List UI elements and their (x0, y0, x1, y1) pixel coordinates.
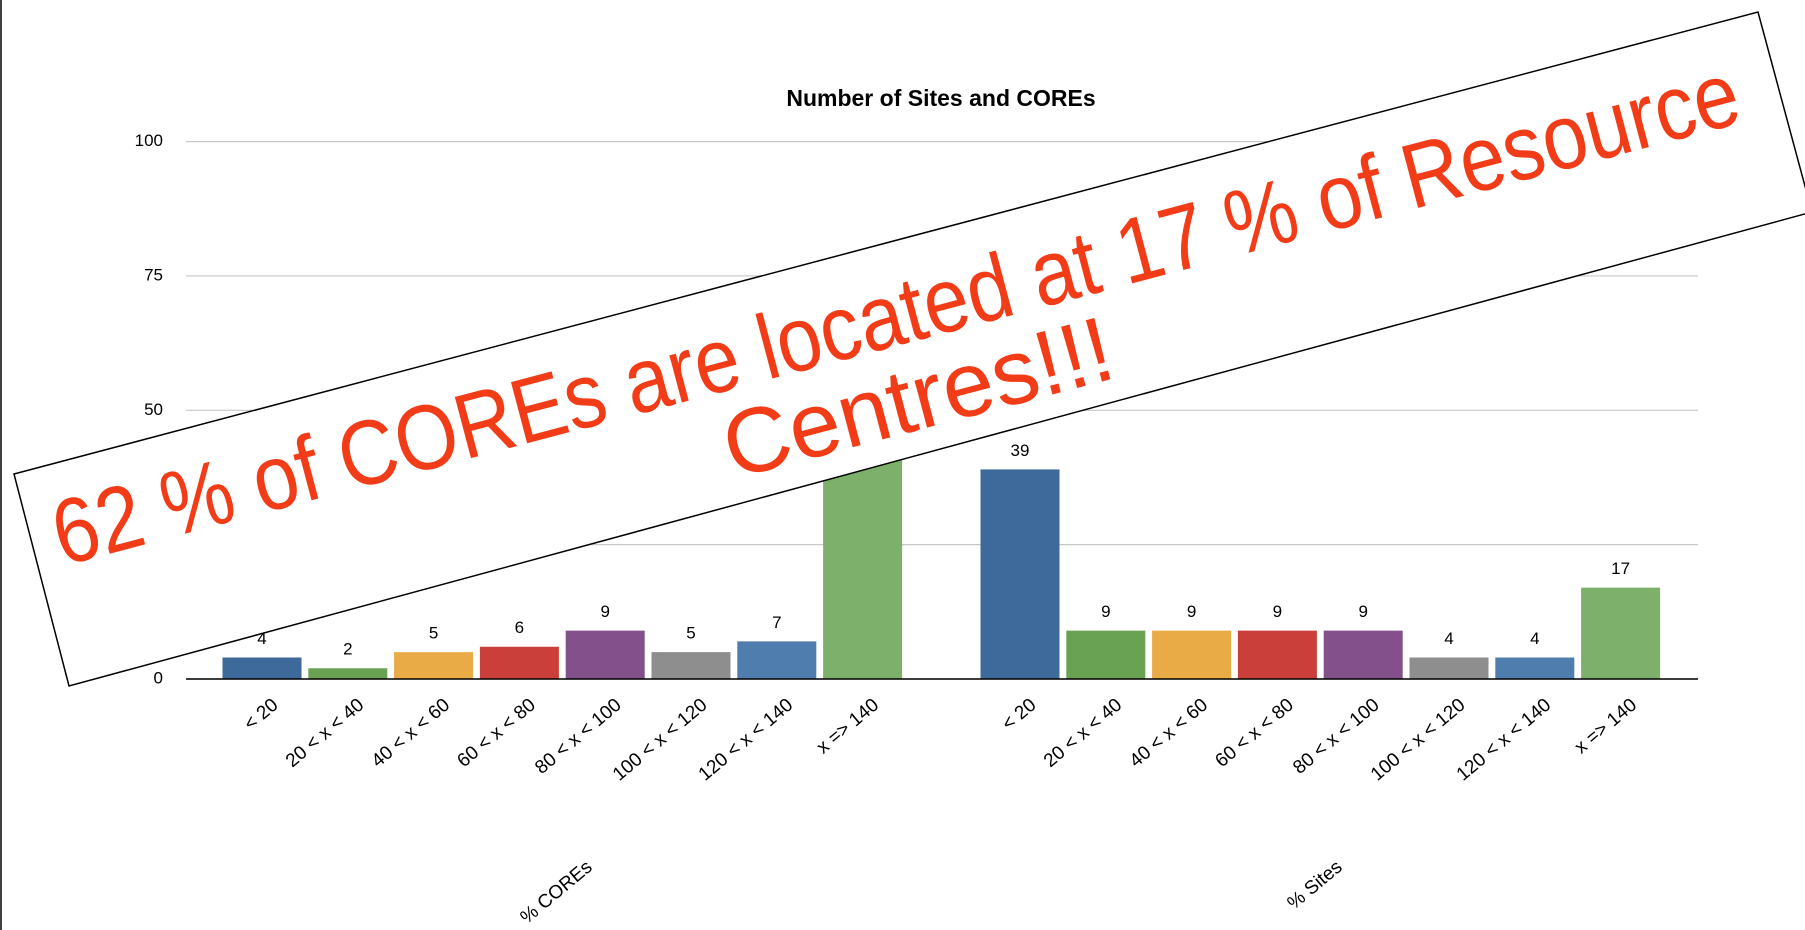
bar (1152, 630, 1232, 679)
x-tick-label: 20 < x < 40 (282, 695, 368, 772)
value-label: 9 (1358, 602, 1367, 621)
value-label: 9 (1101, 602, 1110, 621)
value-label: 9 (1187, 602, 1196, 621)
banner-box (13, 11, 1805, 687)
y-tick-label: 0 (154, 668, 163, 687)
bar (565, 630, 645, 679)
x-tick-label: 20 < x < 40 (1040, 695, 1126, 772)
value-label: 9 (1273, 602, 1282, 621)
value-label: 4 (257, 629, 266, 648)
bar (1409, 657, 1489, 679)
bar (394, 652, 474, 679)
bar (1323, 630, 1403, 679)
x-tick-label: x => 140 (813, 695, 883, 759)
bar (651, 652, 731, 679)
y-tick-label: 100 (135, 131, 163, 150)
x-tick-label: < 20 (240, 695, 282, 735)
bar (737, 641, 817, 679)
bar (1237, 630, 1317, 679)
value-label: 2 (343, 640, 352, 659)
bar (479, 646, 559, 679)
value-label: 39 (1011, 441, 1030, 460)
x-tick-label: 60 < x < 80 (454, 695, 540, 772)
bar (980, 469, 1060, 679)
value-label: 4 (1444, 629, 1453, 648)
x-tick-label: 120 < x < 140 (1453, 695, 1556, 786)
value-label: 5 (429, 624, 438, 643)
bar (1581, 587, 1661, 679)
x-tick-label: 60 < x < 80 (1212, 695, 1298, 772)
x-tick-label: x => 140 (1571, 695, 1641, 759)
y-tick-label: 50 (144, 400, 163, 419)
value-label: 9 (600, 602, 609, 621)
chart-title: Number of Sites and COREs (786, 85, 1095, 111)
bar (308, 668, 388, 679)
group-label: % Sites (1284, 857, 1347, 914)
value-label: 5 (686, 624, 695, 643)
y-tick-label: 75 (144, 265, 163, 284)
value-label: 4 (1530, 629, 1539, 648)
value-label: 17 (1611, 559, 1630, 578)
bar (1495, 657, 1575, 679)
value-label: 7 (772, 613, 781, 632)
x-tick-label: 40 < x < 60 (368, 695, 454, 772)
x-tick-label: 120 < x < 140 (695, 695, 798, 786)
value-label: 6 (515, 618, 524, 637)
x-tick-label: < 20 (998, 695, 1040, 735)
bar (222, 657, 302, 679)
annotation-banner: 62 % of COREs are located at 17 % of Res… (13, 11, 1805, 687)
bar (1066, 630, 1146, 679)
x-tick-label: 40 < x < 60 (1126, 695, 1212, 772)
group-label: % COREs (517, 857, 597, 929)
